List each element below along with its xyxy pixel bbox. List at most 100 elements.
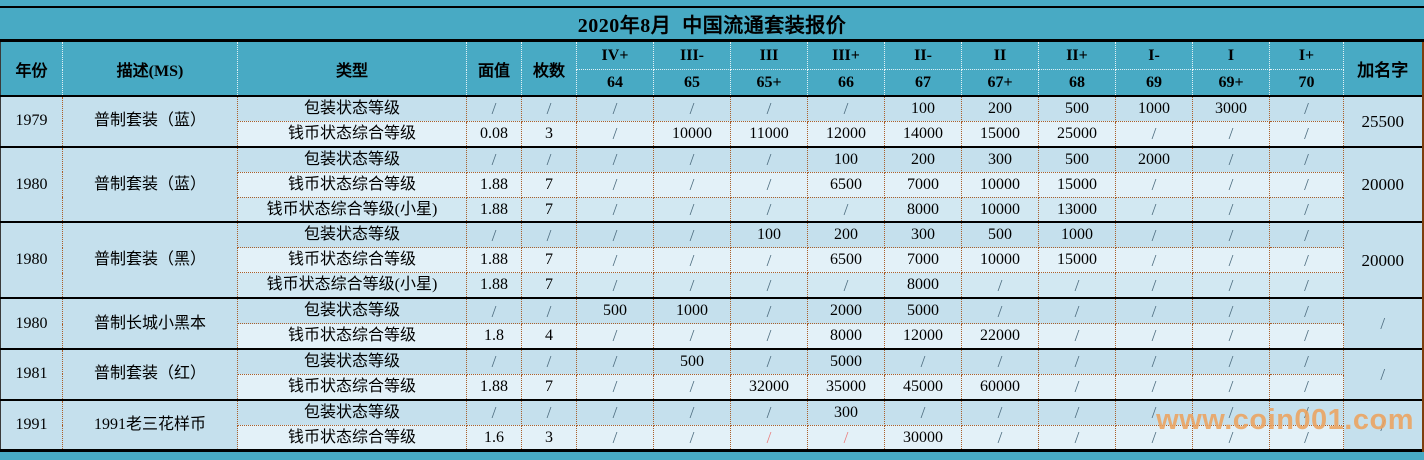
grade-cell-69+: / (1192, 171, 1270, 198)
type-cell: 包装状态等级 (237, 398, 467, 426)
grade-cell-70: / (1269, 347, 1344, 375)
type-cell: 包装状态等级 (237, 221, 467, 249)
grade-cell-65+: / (730, 272, 808, 299)
top-strip (0, 0, 1424, 6)
grade-cell-66: 5000 (807, 347, 885, 375)
grade-cell-65+: / (730, 145, 808, 173)
count-cell: / (521, 94, 577, 122)
count-cell: 7 (521, 272, 577, 299)
year-cell: 1979 (0, 95, 63, 148)
grade-subheader-65+: 65+ (730, 69, 808, 97)
grade-cell-67+: 15000 (961, 120, 1039, 148)
grade-header-70: I+ (1269, 42, 1344, 70)
count-cell: 3 (521, 424, 577, 452)
grade-cell-67+: 60000 (961, 373, 1039, 401)
grade-cell-65: / (653, 373, 731, 401)
grade-cell-65: / (653, 398, 731, 426)
grade-cell-64: / (576, 373, 654, 401)
desc-cell: 普制套装（蓝） (62, 95, 238, 148)
grade-cell-69+: / (1192, 398, 1270, 426)
grade-cell-65+: 32000 (730, 373, 808, 401)
header-count: 枚数 (521, 42, 577, 97)
header-row-bottom: 64 65 65+ 66 67 67+ 68 69 69+ 70 (1, 69, 1424, 97)
grade-cell-70: / (1269, 120, 1344, 148)
grade-cell-67+: / (961, 272, 1039, 299)
grade-cell-64: 500 (576, 297, 654, 325)
grade-cell-68: / (1038, 398, 1116, 426)
grade-cell-65: / (653, 424, 731, 452)
table-row: 1991 1991老三花样币 包装状态等级 / / / //300// / / / / / (0, 398, 1424, 452)
grade-cell-70: / (1269, 398, 1344, 426)
grade-cell-64: / (576, 94, 654, 122)
grade-cell-68: 1000 (1038, 221, 1116, 249)
table-row: 钱币状态综合等级 1.6 3// //30000// / / / (1, 424, 1424, 452)
face-value-cell: 1.88 (466, 272, 522, 299)
grade-cell-65: / (653, 272, 731, 299)
grade-header-67+: II (961, 42, 1039, 70)
grade-cell-69+: 3000 (1192, 94, 1270, 122)
count-cell: / (521, 145, 577, 173)
grade-cell-65+: / (730, 347, 808, 375)
grade-subheader-65: 65 (653, 69, 731, 97)
grade-cell-69: / (1115, 196, 1193, 223)
grade-cell-67+: / (961, 297, 1039, 325)
grade-cell-64: / (576, 323, 654, 350)
grade-cell-65+: / (730, 247, 808, 274)
grade-header-69: I- (1115, 42, 1193, 70)
grade-cell-65: 1000 (653, 297, 731, 325)
add-name-cell: 25500 (1343, 95, 1424, 148)
grade-cell-66: / (807, 94, 885, 122)
grade-cell-65: / (653, 196, 731, 223)
grade-cell-64: / (576, 221, 654, 249)
count-cell: / (521, 347, 577, 375)
grade-cell-64: / (576, 272, 654, 299)
grade-cell-69+: / (1192, 373, 1270, 401)
type-cell: 包装状态等级 (237, 145, 467, 173)
type-cell: 包装状态等级 (237, 347, 467, 375)
grade-cell-65+: / (730, 196, 808, 223)
type-cell: 钱币状态综合等级 (237, 171, 467, 198)
grade-cell-69: / (1115, 373, 1193, 401)
type-cell: 包装状态等级 (237, 297, 467, 325)
grade-cell-67: 8000 (884, 196, 962, 223)
grade-subheader-68: 68 (1038, 69, 1116, 97)
desc-cell: 普制套装（红） (62, 347, 238, 401)
face-value-cell: / (466, 94, 522, 122)
grade-cell-66: / (807, 272, 885, 299)
grade-header-64: IV+ (576, 42, 654, 70)
type-cell: 钱币状态综合等级 (237, 323, 467, 350)
year-cell: 1991 (0, 398, 63, 452)
grade-cell-64: / (576, 347, 654, 375)
face-value-cell: 1.88 (466, 171, 522, 198)
grade-cell-65: / (653, 171, 731, 198)
table-row: 钱币状态综合等级(小星) 1.88 7// //8000 10000 13000// / (1, 196, 1424, 223)
grade-cell-70: / (1269, 145, 1344, 173)
grade-cell-69: / (1115, 347, 1193, 375)
grade-cell-67+: / (961, 347, 1039, 375)
grade-cell-70: / (1269, 94, 1344, 122)
grade-cell-68: 13000 (1038, 196, 1116, 223)
table-row: 钱币状态综合等级 1.88 7///6500 7000 10000 15000// / (1, 247, 1424, 274)
grade-cell-68: 500 (1038, 145, 1116, 173)
add-name-cell: 20000 (1343, 221, 1424, 299)
table-header: 年份 描述(MS) 类型 面值 枚数 IV+ III- III III+ II- II II… (0, 42, 1424, 97)
type-cell: 钱币状态综合等级(小星) (237, 196, 467, 223)
table-row: 1980 普制长城小黑本 包装状态等级 //500 1000/2000 5000// / / /… (0, 297, 1424, 350)
grade-header-69+: I (1192, 42, 1270, 70)
add-name-cell: 20000 (1343, 145, 1424, 223)
grade-cell-70: / (1269, 373, 1344, 401)
grade-cell-70: / (1269, 297, 1344, 325)
grade-header-68: II+ (1038, 42, 1116, 70)
grade-cell-64: / (576, 120, 654, 148)
header-row-top: 年份 描述(MS) 类型 面值 枚数 IV+ III- III III+ II- II II… (0, 42, 1424, 97)
grade-cell-67+: 300 (961, 145, 1039, 173)
grade-cell-67+: 200 (961, 94, 1039, 122)
grade-cell-67+: / (961, 424, 1039, 452)
face-value-cell: 1.88 (466, 196, 522, 223)
face-value-cell: 1.8 (466, 323, 522, 350)
grade-cell-65+: 100 (730, 221, 808, 249)
grade-cell-67: 100 (884, 94, 962, 122)
header-add-name: 加名字 (1343, 42, 1424, 97)
grade-cell-67: 5000 (884, 297, 962, 325)
grade-cell-67: 200 (884, 145, 962, 173)
